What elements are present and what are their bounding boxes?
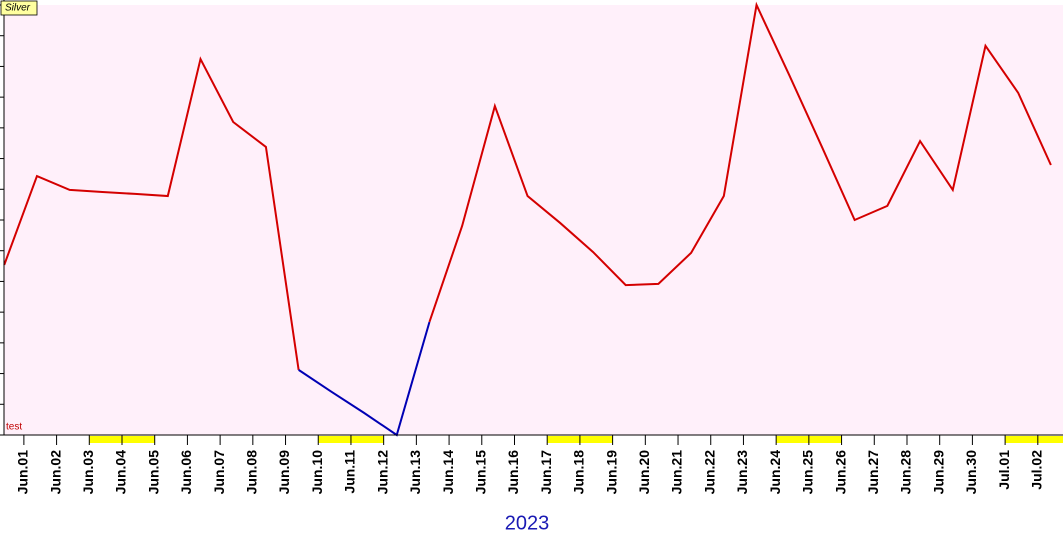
x-tick-label: Jun.11 [342,450,358,494]
x-tick-label: Jun.22 [701,450,717,495]
x-tick-label: Jun.25 [800,450,816,495]
x-tick-label: Jun.30 [963,450,979,495]
title-box [0,0,38,16]
x-tick-label: Jun.14 [440,450,456,495]
x-tick-label: Jun.03 [80,450,96,495]
x-tick-label: Jun.10 [309,450,325,495]
annotation: test [6,422,22,433]
x-tick-label: Jun.12 [374,450,390,495]
x-tick-label: Jun.29 [930,450,946,495]
x-tick-label: Jun.24 [767,450,783,495]
x-tick-label: Jun.23 [734,450,750,495]
x-tick-label: Jun.28 [898,450,914,495]
x-tick-label: Jun.21 [669,450,685,495]
x-tick-label: Jun.08 [244,450,260,495]
plot-area [4,5,1063,435]
x-axis-label: 2023 [505,512,550,534]
x-tick-label: Jun.16 [505,450,521,495]
chart-title: Silver [5,3,31,14]
x-tick-label: Jun.27 [865,450,881,495]
series-line [3,1,1052,371]
x-tick-label: Jun.02 [47,450,63,495]
x-tick-label: Jun.05 [145,450,161,495]
x-tick-label: Jun.26 [832,450,848,495]
x-tick-label: Jul.01 [996,450,1012,490]
series-line [298,321,431,437]
x-tick-label: Jun.17 [538,450,554,495]
x-tick-label: Jul.02 [1029,450,1045,490]
x-tick-label: Jun.20 [636,450,652,495]
weekend-band [1005,436,1063,443]
x-tick-label: Jun.18 [571,450,587,495]
x-tick-label: Jun.19 [603,450,619,495]
x-tick-label: Jun.07 [211,450,227,495]
x-tick-label: Jun.13 [407,450,423,495]
x-tick-label: Jun.06 [178,450,194,495]
x-tick-label: Jun.09 [276,450,292,495]
x-tick-label: Jun.15 [472,450,488,495]
x-tick-label: Jun.01 [15,450,31,495]
x-tick-label: Jun.04 [113,450,129,495]
